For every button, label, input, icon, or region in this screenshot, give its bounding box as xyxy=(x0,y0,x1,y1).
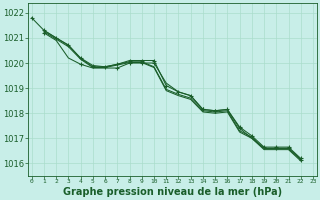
X-axis label: Graphe pression niveau de la mer (hPa): Graphe pression niveau de la mer (hPa) xyxy=(63,187,282,197)
